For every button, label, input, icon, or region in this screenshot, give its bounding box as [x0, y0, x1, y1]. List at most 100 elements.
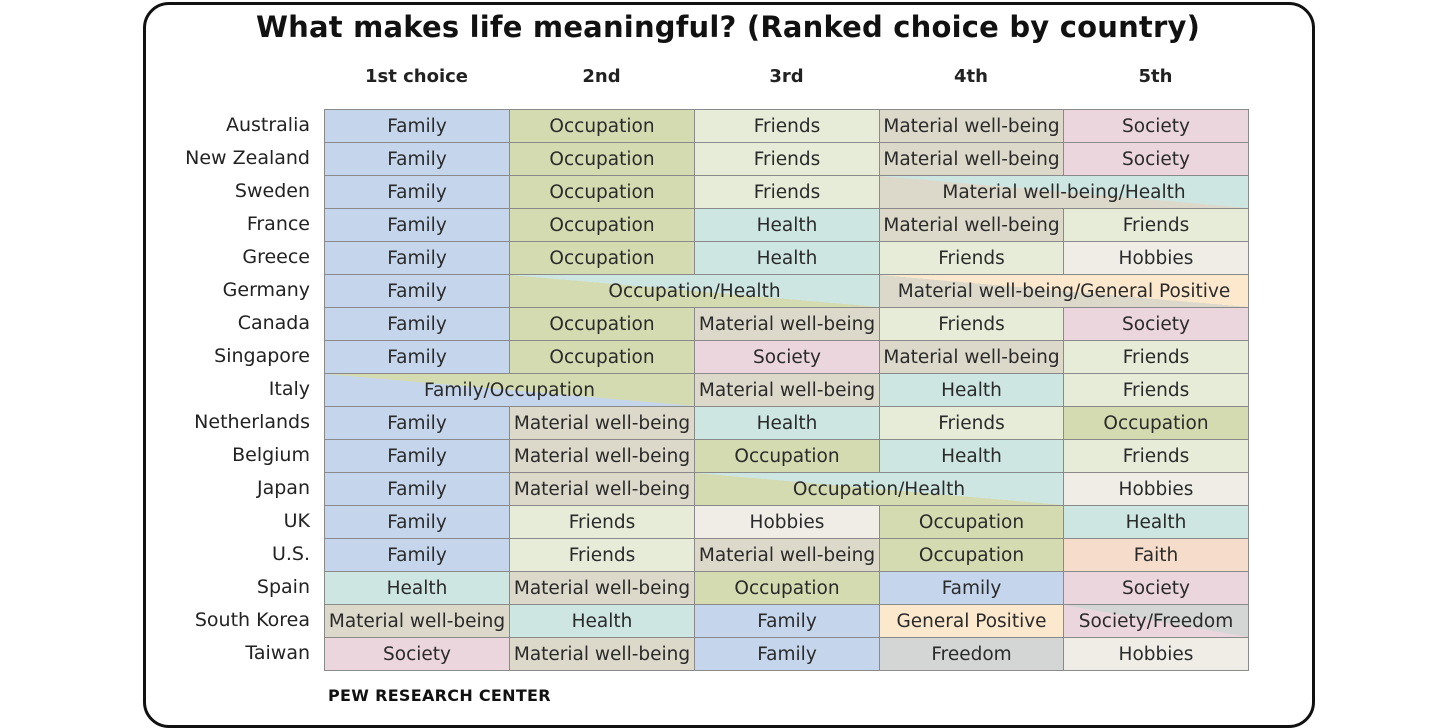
table-cell: Family [324, 505, 510, 539]
table-cell: Society [1063, 109, 1249, 143]
column-header: 2nd [582, 66, 621, 87]
row-label: Taiwan [245, 642, 310, 664]
table-cell: Friends [879, 307, 1064, 341]
table-cell: Occupation [509, 208, 695, 242]
column-header: 4th [954, 66, 988, 87]
table-cell: Health [324, 571, 510, 605]
row-label: Sweden [234, 180, 310, 202]
table-cell: Occupation [509, 241, 695, 275]
table-cell: Occupation/Health [694, 472, 1064, 506]
table-cell: Material well-being/General Positive [879, 274, 1249, 308]
table-cell: Occupation [509, 175, 695, 209]
row-label: Italy [268, 378, 310, 400]
row-label: Netherlands [194, 411, 310, 433]
table-cell: Material well-being [879, 142, 1064, 176]
chart-title: What makes life meaningful? (Ranked choi… [255, 10, 1201, 44]
table-cell: Material well-being [694, 538, 880, 572]
table-cell: Friends [509, 538, 695, 572]
table-cell: Material well-being [509, 571, 695, 605]
column-header: 5th [1138, 66, 1173, 87]
table-cell: Friends [694, 109, 880, 143]
table-cell: Occupation [879, 538, 1064, 572]
table-cell: Health [694, 241, 880, 275]
column-header: 1st choice [364, 66, 468, 87]
table-cell: Society/Freedom [1063, 604, 1249, 638]
table-cell: Family [324, 241, 510, 275]
table-cell: Family [324, 175, 510, 209]
table-cell: Occupation [1063, 406, 1249, 440]
table-cell: Family/Occupation [324, 373, 695, 407]
table-cell: Occupation [879, 505, 1064, 539]
table-cell: Friends [1063, 340, 1249, 374]
row-label: Australia [225, 114, 310, 136]
table-cell: Family [694, 637, 880, 671]
table-cell: Material well-being/Health [879, 175, 1249, 209]
table-cell: Society [1063, 142, 1249, 176]
table-cell: Family [324, 406, 510, 440]
row-label: Spain [256, 576, 310, 598]
table-cell: Material well-being [879, 109, 1064, 143]
table-cell: Occupation [694, 571, 880, 605]
table-cell: Friends [1063, 208, 1249, 242]
table-cell: Family [324, 307, 510, 341]
row-label: New Zealand [185, 147, 310, 169]
table-cell: Friends [879, 406, 1064, 440]
table-cell: Friends [1063, 373, 1249, 407]
row-label: France [246, 213, 310, 235]
table-cell: Material well-being [879, 340, 1064, 374]
table-cell: Health [694, 208, 880, 242]
table-cell: Health [694, 406, 880, 440]
table-cell: Family [324, 472, 510, 506]
table-cell: Material well-being [694, 373, 880, 407]
table-cell: Health [1063, 505, 1249, 539]
table-cell: Faith [1063, 538, 1249, 572]
row-label: South Korea [194, 609, 310, 631]
table-cell: Material well-being [509, 439, 695, 473]
table-cell: Family [324, 208, 510, 242]
row-label: Japan [257, 477, 310, 499]
table-cell: Health [879, 439, 1064, 473]
table-cell: Friends [879, 241, 1064, 275]
table-cell: Friends [1063, 439, 1249, 473]
table-cell: Material well-being [509, 406, 695, 440]
table-cell: Friends [694, 142, 880, 176]
row-label: Germany [222, 279, 310, 301]
table-cell: Hobbies [1063, 472, 1249, 506]
table-cell: Material well-being [694, 307, 880, 341]
table-cell: Friends [509, 505, 695, 539]
table-cell: Society [324, 637, 510, 671]
table-cell: Occupation [509, 307, 695, 341]
row-label: U.S. [271, 543, 310, 565]
table-cell: Occupation [509, 109, 695, 143]
column-header: 3rd [769, 66, 804, 87]
table-cell: General Positive [879, 604, 1064, 638]
table-cell: Family [324, 439, 510, 473]
table-cell: Family [324, 538, 510, 572]
table-cell: Health [509, 604, 695, 638]
table-cell: Society [694, 340, 880, 374]
table-cell: Material well-being [509, 637, 695, 671]
table-cell: Occupation [694, 439, 880, 473]
table-cell: Freedom [879, 637, 1064, 671]
table-cell: Society [1063, 307, 1249, 341]
table-cell: Family [324, 274, 510, 308]
row-label: UK [283, 510, 310, 532]
table-cell: Society [1063, 571, 1249, 605]
table-cell: Material well-being [509, 472, 695, 506]
table-cell: Family [694, 604, 880, 638]
row-label: Canada [237, 312, 310, 334]
table-cell: Material well-being [879, 208, 1064, 242]
table-cell: Hobbies [1063, 637, 1249, 671]
row-label: Belgium [232, 444, 310, 466]
table-cell: Hobbies [694, 505, 880, 539]
table-cell: Occupation/Health [509, 274, 880, 308]
row-label: Greece [242, 246, 310, 268]
table-cell: Material well-being [324, 604, 510, 638]
table-cell: Friends [694, 175, 880, 209]
table-cell: Family [324, 142, 510, 176]
row-label: Singapore [214, 345, 310, 367]
table-cell: Hobbies [1063, 241, 1249, 275]
table-cell: Occupation [509, 142, 695, 176]
table-cell: Occupation [509, 340, 695, 374]
table-cell: Health [879, 373, 1064, 407]
